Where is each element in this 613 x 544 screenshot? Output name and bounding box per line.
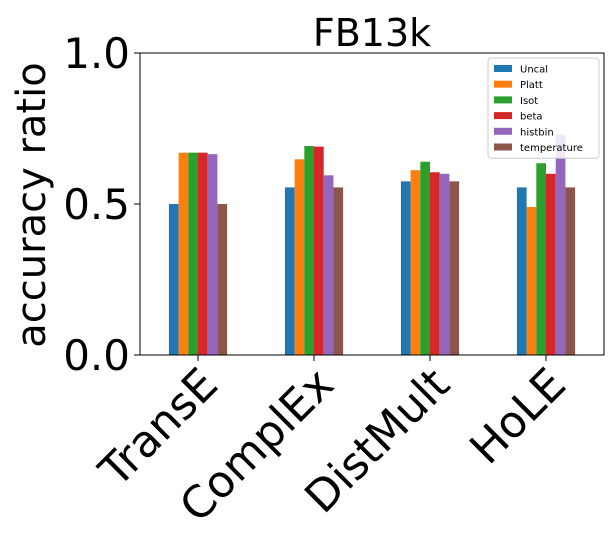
- bar-isot-complex: [304, 146, 314, 355]
- legend-label-isot: Isot: [520, 96, 538, 107]
- x-tick-label: HoLE: [460, 359, 575, 474]
- bars-group: [168, 134, 576, 355]
- bar-uncal-complex: [284, 187, 295, 355]
- bar-platt-distmult: [410, 170, 421, 355]
- bar-beta-complex: [314, 146, 324, 355]
- legend-label-histbin: histbin: [520, 127, 554, 138]
- legend-label-temperature: temperature: [520, 143, 583, 154]
- bar-beta-transe: [198, 152, 208, 355]
- y-axis: 0.0 0.5 1.0: [63, 29, 140, 380]
- legend: Uncal Platt Isot beta histbin temperature: [487, 57, 600, 159]
- bar-isot-transe: [188, 152, 198, 355]
- legend-box: [487, 57, 600, 159]
- bar-isot-hole: [536, 163, 546, 355]
- legend-swatch-beta: [494, 112, 512, 120]
- y-tick-label: 1.0: [63, 29, 130, 78]
- bar-temperature-distmult: [449, 181, 460, 355]
- bar-histbin-hole: [555, 134, 566, 355]
- bar-beta-distmult: [430, 172, 440, 355]
- legend-label-platt: Platt: [520, 80, 543, 91]
- plot-area-frame: [139, 52, 605, 356]
- bar-platt-hole: [526, 207, 537, 355]
- bar-isot-distmult: [420, 161, 430, 355]
- bar-temperature-transe: [217, 204, 228, 355]
- bar-histbin-complex: [323, 175, 334, 355]
- bar-temperature-complex: [333, 187, 344, 355]
- legend-swatch-isot: [494, 96, 512, 104]
- legend-swatch-histbin: [494, 127, 512, 135]
- y-tick-label: 0.5: [63, 180, 130, 229]
- y-tick-label: 0.0: [63, 331, 130, 380]
- bar-histbin-transe: [207, 154, 218, 355]
- bar-beta-hole: [546, 173, 556, 355]
- y-axis-label: accuracy ratio: [9, 62, 55, 347]
- bar-histbin-distmult: [439, 173, 450, 355]
- legend-label-beta: beta: [520, 112, 543, 123]
- bar-uncal-distmult: [400, 181, 411, 355]
- legend-swatch-temperature: [494, 143, 512, 151]
- bar-temperature-hole: [565, 187, 576, 355]
- chart-title: FB13k: [313, 11, 431, 55]
- bar-platt-transe: [178, 152, 189, 355]
- legend-swatch-uncal: [494, 65, 512, 72]
- legend-label-uncal: Uncal: [520, 65, 548, 76]
- bar-platt-complex: [294, 159, 305, 355]
- bar-uncal-transe: [168, 204, 179, 355]
- bar-uncal-hole: [516, 187, 527, 355]
- legend-swatch-platt: [494, 80, 512, 88]
